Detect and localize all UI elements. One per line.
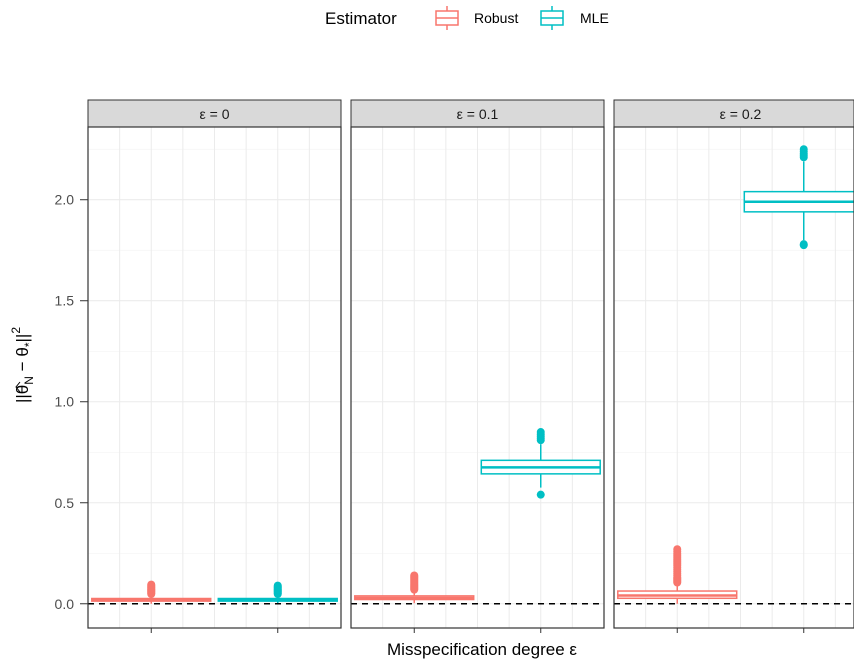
panel-border (613, 126, 854, 629)
theta-hat-accent (15, 381, 21, 393)
box-mle (480, 428, 601, 499)
facet-panel: ε = 0.1 (350, 99, 605, 633)
box-robust (617, 545, 738, 604)
facet-strip-label: ε = 0.1 (457, 106, 499, 122)
facet-strip (613, 99, 854, 128)
y-axis-title: ||θN − θ*||2 (9, 327, 36, 403)
y-tick-label: 2.0 (55, 192, 75, 208)
y-title-theta-star: θ (13, 347, 32, 356)
facet-strip (87, 99, 342, 128)
panel-border (87, 126, 342, 629)
box-mle (217, 581, 338, 604)
outlier-point (147, 580, 156, 589)
y-tick-label: 1.5 (55, 293, 75, 309)
facet-panel: ε = 0.2 (613, 99, 854, 633)
facet-panel: ε = 0 (87, 99, 342, 633)
y-title-minus: − (13, 361, 32, 371)
y-tick-label: 0.0 (55, 596, 75, 612)
box-mle (743, 145, 854, 250)
y-title-theta-hat: θ (13, 385, 32, 394)
box-robust (91, 580, 212, 604)
y-title-sub-n: N (22, 376, 36, 385)
legend-title: Estimator (325, 9, 397, 28)
outlier-point (536, 428, 545, 437)
legend: Estimator Robust MLE (325, 6, 609, 30)
facet-strip-label: ε = 0.2 (720, 106, 762, 122)
panel-border (350, 126, 605, 629)
facet-panels: ε = 0 ε = 0.1 ε = 0.2 (87, 99, 854, 633)
outlier-point (273, 581, 282, 590)
outlier-point (410, 571, 419, 580)
y-title-sup-2: 2 (9, 327, 23, 334)
y-tick-label: 0.5 (55, 495, 75, 511)
y-tick-labels: 0.0 0.5 1.0 1.5 2.0 (55, 192, 88, 612)
y-tick-label: 1.0 (55, 394, 75, 410)
x-axis-title: Misspecification degree ε (387, 640, 577, 659)
facet-strip-label: ε = 0 (200, 106, 230, 122)
y-title-sub-star: * (22, 342, 36, 347)
outlier-point (799, 145, 808, 154)
legend-label-mle: MLE (580, 10, 609, 26)
outlier-point (799, 241, 808, 250)
outlier-point (673, 545, 682, 554)
legend-key-robust (435, 6, 459, 30)
box-robust (354, 571, 475, 604)
facet-strip (350, 99, 605, 128)
legend-key-mle (540, 6, 564, 30)
outlier-point (536, 490, 545, 499)
svg-text:||θN − θ*||2: ||θN − θ*||2 (9, 327, 36, 403)
legend-label-robust: Robust (474, 10, 518, 26)
